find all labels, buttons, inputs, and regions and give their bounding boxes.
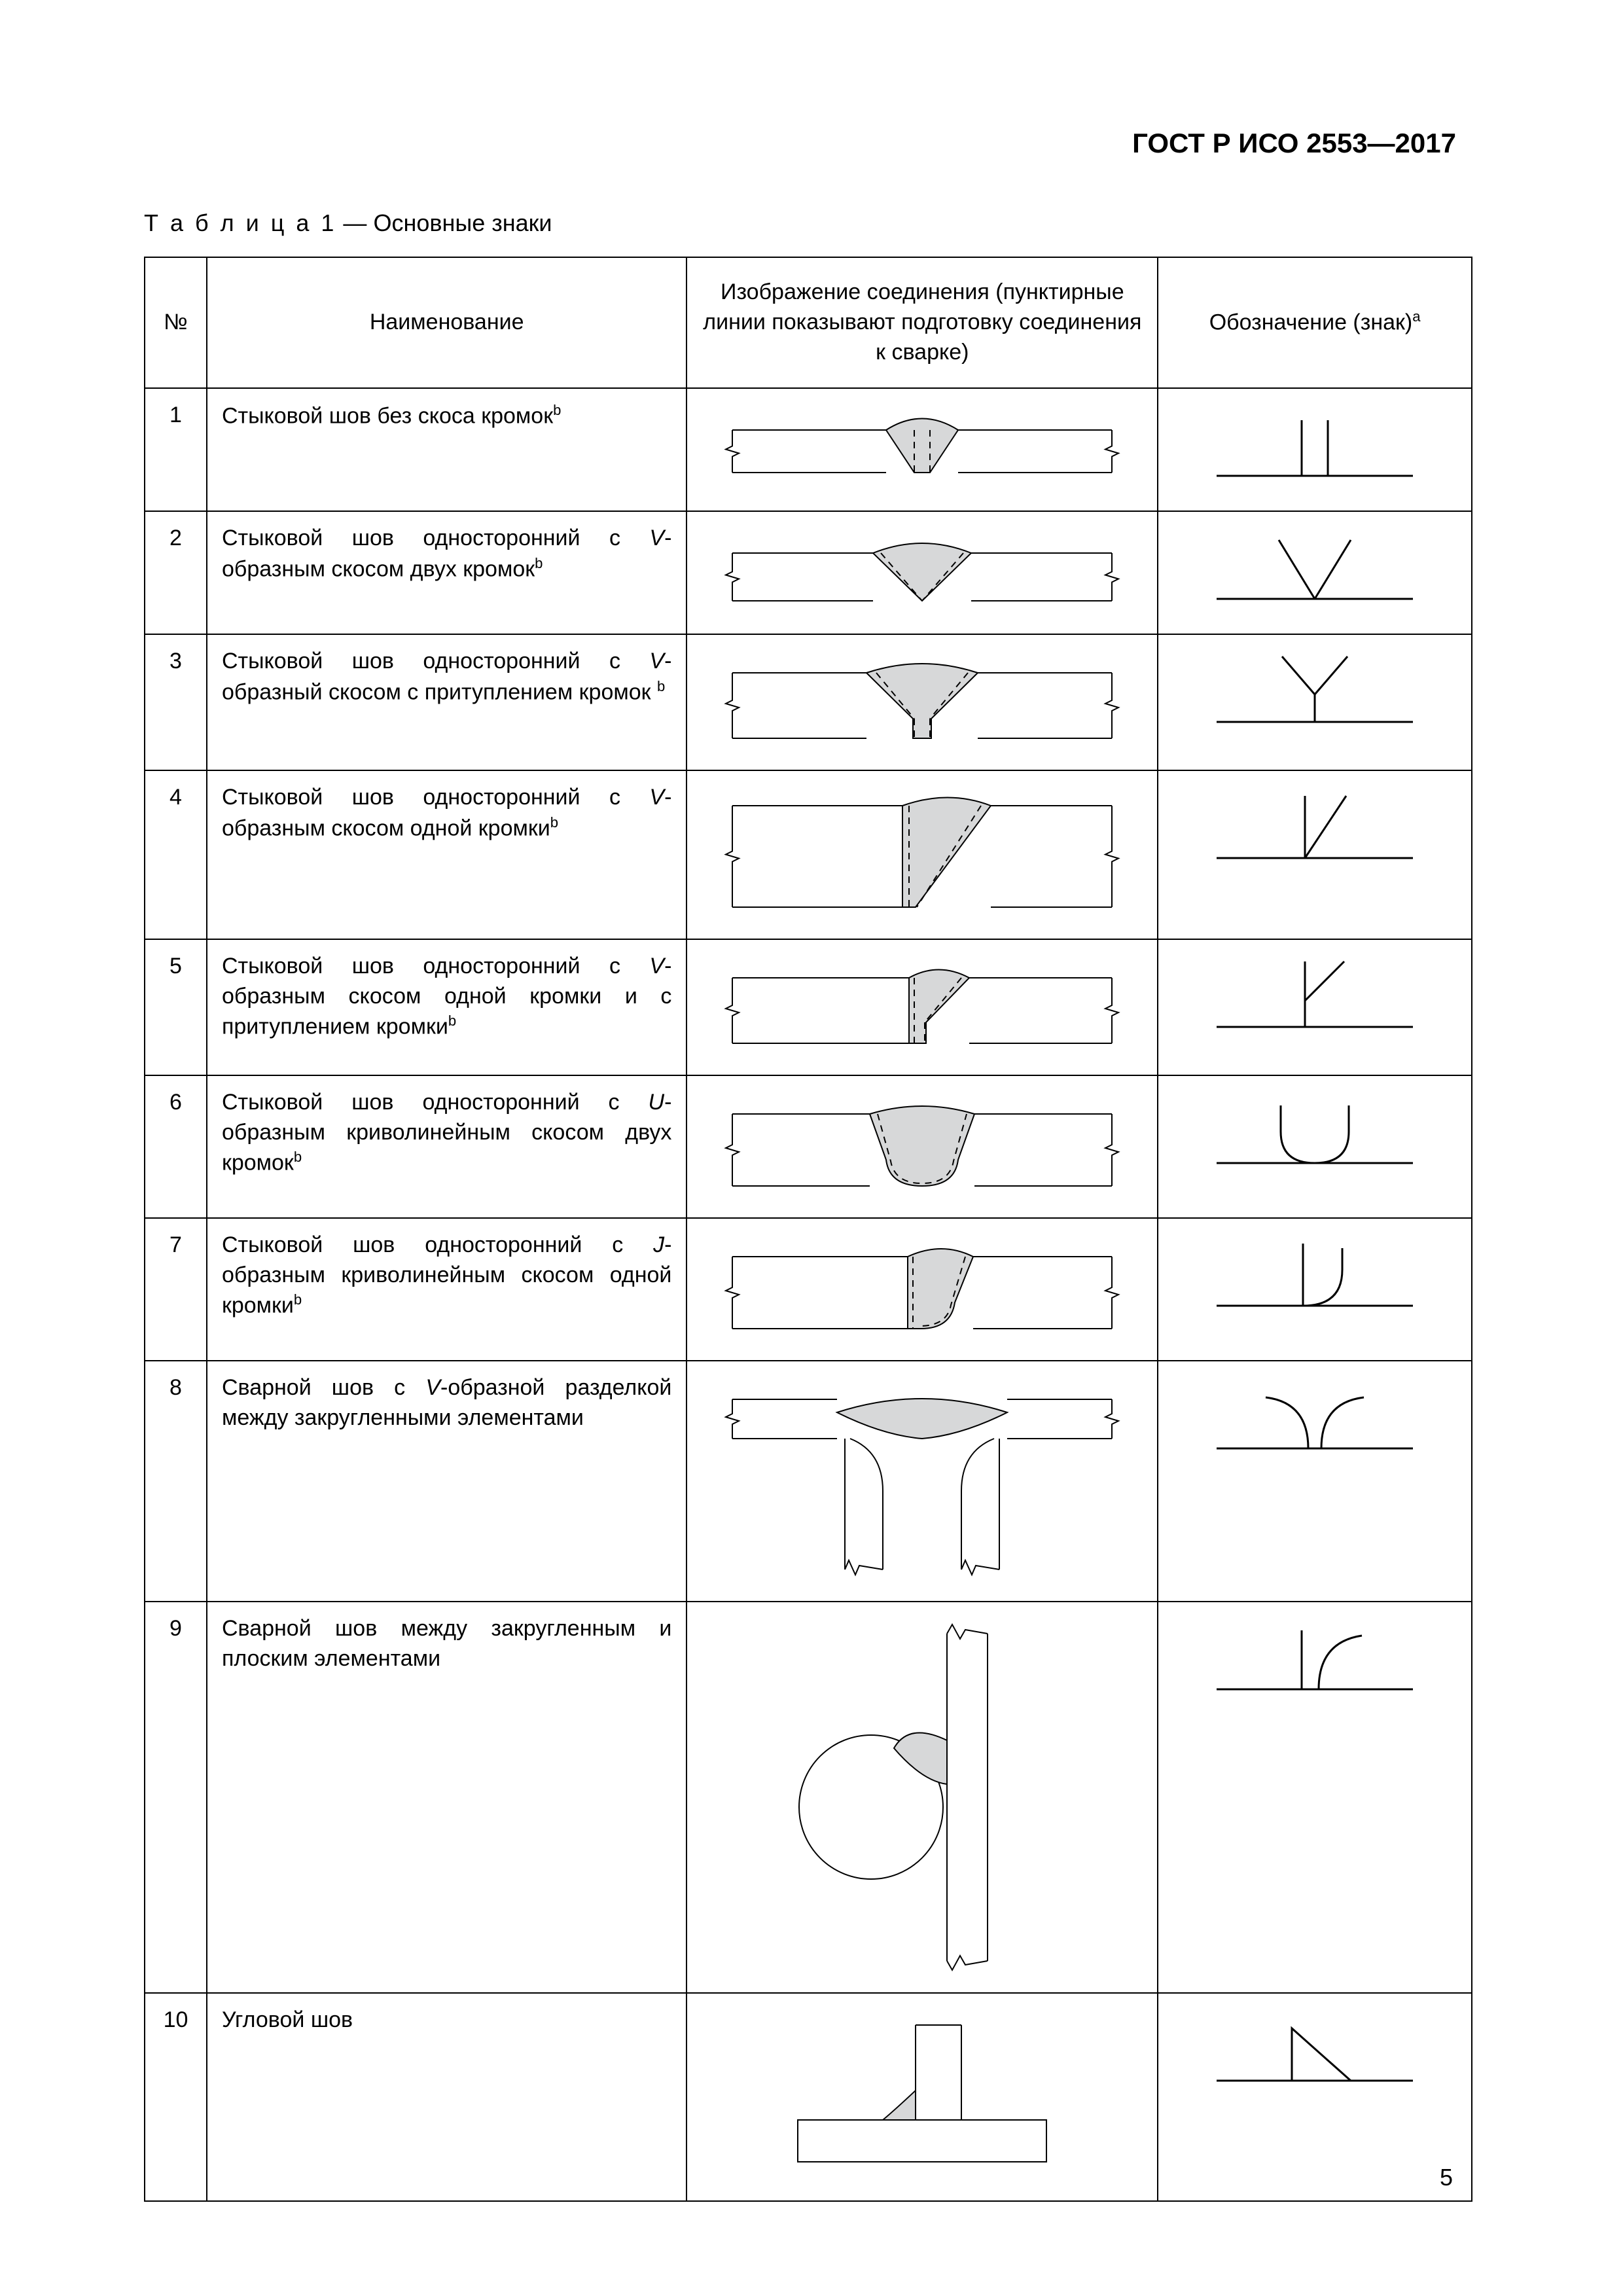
col-header-symbol: Обозначение (знак)a [1158, 257, 1472, 388]
row-symbol [1158, 1602, 1472, 1993]
row-illustration [687, 1993, 1158, 2201]
col-header-num: № [145, 257, 207, 388]
caption-title: Основные знаки [373, 209, 552, 236]
row-illustration [687, 1075, 1158, 1218]
row-name: Стыковой шов односторонний с V-образным … [207, 939, 687, 1075]
row-name: Сварной шов между закругленным и плоским… [207, 1602, 687, 1993]
table-header-row: № Наименование Изображение соединения (п… [145, 257, 1472, 388]
table-row: 6Стыковой шов односторонний с U-образным… [145, 1075, 1472, 1218]
row-symbol [1158, 1218, 1472, 1361]
table-row: 4Стыковой шов односторонний с V-образным… [145, 770, 1472, 939]
row-number: 9 [145, 1602, 207, 1993]
standard-code: ГОСТ Р ИСО 2553—2017 [1132, 128, 1456, 159]
table-row: 3Стыковой шов односторонний с V-образный… [145, 634, 1472, 770]
row-illustration [687, 511, 1158, 634]
col-header-name: Наименование [207, 257, 687, 388]
row-number: 5 [145, 939, 207, 1075]
table-row: 2Стыковой шов односторонний с V-образным… [145, 511, 1472, 634]
row-number: 4 [145, 770, 207, 939]
row-symbol [1158, 1993, 1472, 2201]
row-symbol [1158, 1361, 1472, 1602]
row-number: 8 [145, 1361, 207, 1602]
caption-prefix: Т а б л и ц а 1 [144, 209, 336, 236]
row-illustration [687, 770, 1158, 939]
row-number: 2 [145, 511, 207, 634]
table-row: 8Сварной шов с V-образной разделкой межд… [145, 1361, 1472, 1602]
table-row: 10Угловой шов [145, 1993, 1472, 2201]
row-symbol [1158, 1075, 1472, 1218]
table-row: 9Сварной шов между закругленным и плоски… [145, 1602, 1472, 1993]
row-illustration [687, 939, 1158, 1075]
row-symbol [1158, 634, 1472, 770]
row-illustration [687, 1218, 1158, 1361]
row-illustration [687, 1361, 1158, 1602]
caption-dash: — [336, 209, 373, 236]
row-name: Стыковой шов односторонний с V-образным … [207, 511, 687, 634]
table-row: 5Стыковой шов односторонний с V-образным… [145, 939, 1472, 1075]
row-name: Стыковой шов односторонний с V-образным … [207, 770, 687, 939]
weld-symbols-table: № Наименование Изображение соединения (п… [144, 257, 1472, 2202]
row-number: 1 [145, 388, 207, 511]
table-row: 1Стыковой шов без скоса кромокb [145, 388, 1472, 511]
row-illustration [687, 388, 1158, 511]
row-name: Стыковой шов односторонний с U-образным … [207, 1075, 687, 1218]
table-caption: Т а б л и ц а 1 — Основные знаки [144, 209, 1492, 237]
table-row: 7Стыковой шов односторонний с J-образным… [145, 1218, 1472, 1361]
row-name: Стыковой шов односторонний с V-образный … [207, 634, 687, 770]
row-name: Стыковой шов без скоса кромокb [207, 388, 687, 511]
row-symbol [1158, 770, 1472, 939]
row-number: 3 [145, 634, 207, 770]
row-symbol [1158, 388, 1472, 511]
row-name: Угловой шов [207, 1993, 687, 2201]
row-number: 7 [145, 1218, 207, 1361]
row-number: 6 [145, 1075, 207, 1218]
row-illustration [687, 1602, 1158, 1993]
row-number: 10 [145, 1993, 207, 2201]
row-symbol [1158, 511, 1472, 634]
row-illustration [687, 634, 1158, 770]
col-header-illustration: Изображение соединения (пунктирные линии… [687, 257, 1158, 388]
row-name: Стыковой шов односторонний с J-образным … [207, 1218, 687, 1361]
page-number: 5 [1440, 2164, 1453, 2191]
row-name: Сварной шов с V-образной разделкой между… [207, 1361, 687, 1602]
row-symbol [1158, 939, 1472, 1075]
